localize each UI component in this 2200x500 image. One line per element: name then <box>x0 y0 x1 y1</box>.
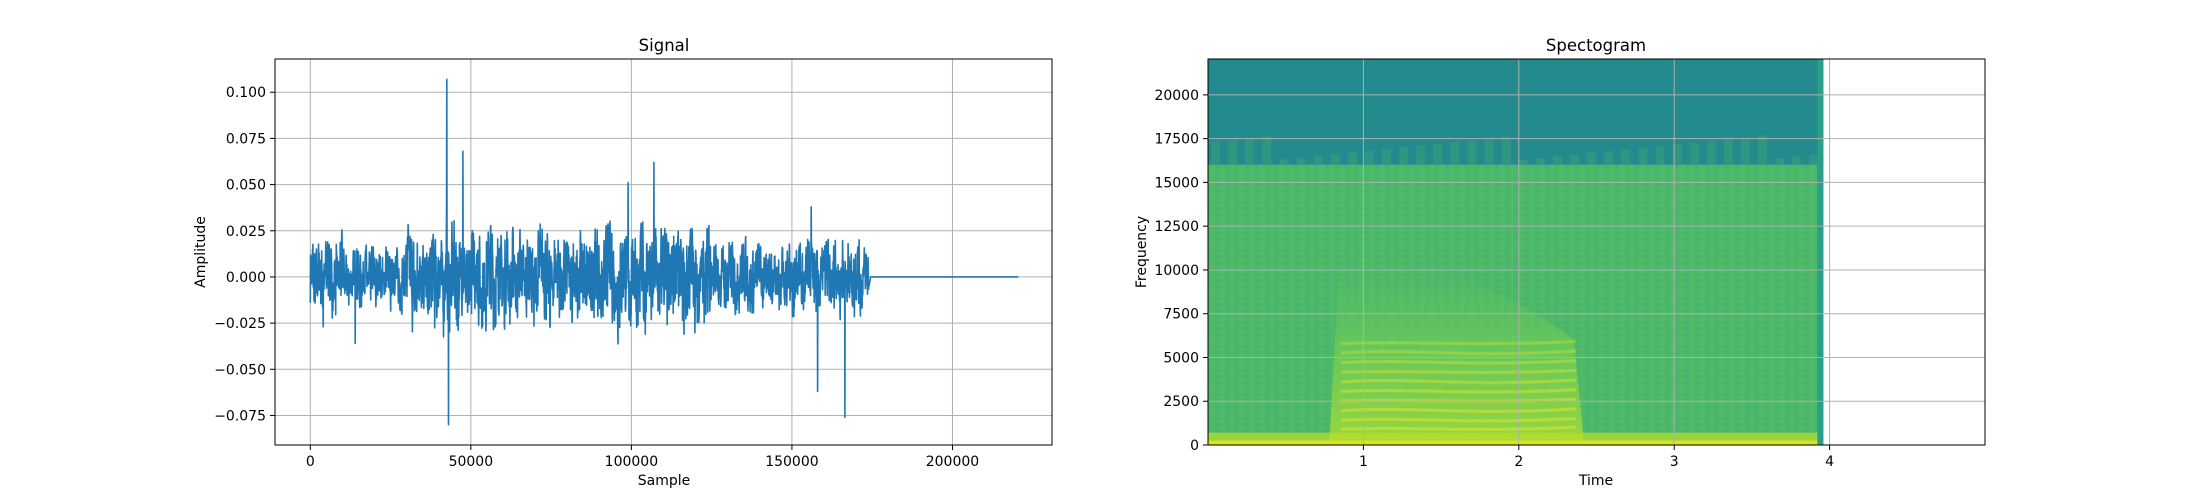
spectrogram-y-tick-label: 0 <box>1190 438 1199 454</box>
signal-axes-frame <box>274 58 1053 446</box>
spectrogram-lowest-band <box>1208 440 1824 445</box>
spectrogram-x-ticks: 1 2 3 4 <box>1359 445 1834 470</box>
spectrogram-harmonic <box>1341 407 1577 414</box>
spectrogram-high-band <box>1208 59 1824 165</box>
spectrogram-title: Spectogram <box>1546 36 1646 55</box>
spectrogram-y-tick-label: 20000 <box>1154 88 1199 104</box>
spectrogram-y-label: Frequency <box>1134 216 1150 288</box>
spectrogram-harmonic <box>1341 359 1577 365</box>
spectrogram-x-tick-label: 1 <box>1359 454 1368 470</box>
signal-y-tick-label: −0.050 <box>214 362 266 378</box>
signal-y-tick-label: 0.075 <box>226 131 266 147</box>
spectrogram-end-column <box>1817 59 1824 445</box>
signal-y-tick-label: −0.025 <box>214 316 266 332</box>
spectrogram-harmonic <box>1341 368 1577 375</box>
spectrogram-y-tick-label: 5000 <box>1163 350 1199 366</box>
spectrogram-y-tick-label: 12500 <box>1154 219 1199 235</box>
signal-waveform <box>309 78 1019 426</box>
signal-x-ticks: 0 50000 100000 150000 200000 <box>306 445 979 470</box>
signal-y-tick-label: 0.100 <box>226 85 266 101</box>
spectrogram-grid <box>1208 59 1985 446</box>
signal-plot: Signal 0 50000 100000 150000 200000 −0.075−0… <box>193 36 1053 489</box>
spectrogram-y-tick-label: 15000 <box>1154 175 1199 191</box>
signal-x-tick-label: 150000 <box>765 454 818 470</box>
signal-y-tick-label: 0.025 <box>226 224 266 240</box>
signal-y-tick-label: −0.075 <box>214 408 266 424</box>
spectrogram-y-tick-label: 17500 <box>1154 132 1199 148</box>
spectrogram-y-tick-label: 7500 <box>1163 307 1199 323</box>
spectrogram-x-tick-label: 2 <box>1514 454 1523 470</box>
signal-x-tick-label: 50000 <box>449 454 494 470</box>
spectrogram-speech-region <box>1329 260 1585 445</box>
signal-title: Signal <box>639 36 690 55</box>
signal-y-tick-label: 0.050 <box>226 178 266 194</box>
spectrogram-harmonic <box>1341 416 1577 423</box>
spectrogram-plot: Spectogram 1 2 3 4 0 2500 5000 7500 10000 12500 1… <box>1134 36 1986 489</box>
signal-x-tick-label: 200000 <box>926 454 979 470</box>
spectrogram-y-tick-label: 2500 <box>1163 394 1199 410</box>
signal-y-tick-label: 0.000 <box>226 270 266 286</box>
signal-y-ticks: −0.075 −0.050 −0.025 0.000 0.025 0.050 0.075 0.… <box>214 85 275 424</box>
spectrogram-harmonic <box>1341 339 1577 346</box>
spectrogram-y-tick-label: 10000 <box>1154 263 1199 279</box>
signal-y-label: Amplitude <box>193 216 209 288</box>
spectrogram-cutoff-edge <box>1211 135 1819 165</box>
spectrogram-harmonic <box>1341 349 1577 356</box>
spectrogram-harmonic <box>1341 378 1577 385</box>
spectrogram-axes-frame <box>1207 58 1986 446</box>
signal-x-tick-label: 0 <box>306 454 315 470</box>
spectrogram-harmonic <box>1341 425 1577 431</box>
spectrogram-x-tick-label: 3 <box>1670 454 1679 470</box>
spectrogram-y-ticks: 0 2500 5000 7500 10000 12500 15000 17500 20000 <box>1154 88 1208 454</box>
spectrogram-x-label: Time <box>1578 473 1613 489</box>
spectrogram-x-tick-label: 4 <box>1825 454 1834 470</box>
spectrogram-image <box>1208 59 1824 445</box>
signal-x-label: Sample <box>638 473 691 489</box>
signal-x-tick-label: 100000 <box>605 454 658 470</box>
spectrogram-harmonic <box>1341 388 1577 394</box>
